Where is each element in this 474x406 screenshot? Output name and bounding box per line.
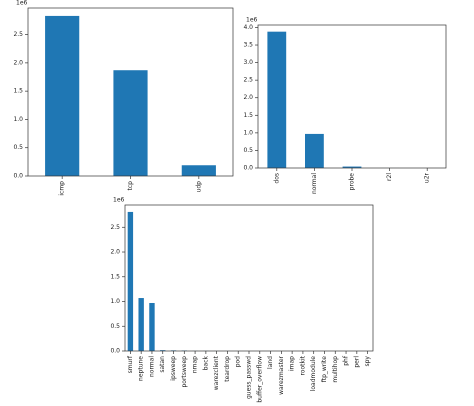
- x-tick-label: ftp_write: [321, 356, 328, 383]
- x-tick-label: u2r: [424, 172, 431, 183]
- bar: [149, 302, 155, 351]
- x-tick-label: r2l: [386, 173, 393, 181]
- y-tick-label: 2.0: [13, 59, 23, 66]
- y-tick-label: 2.5: [243, 77, 253, 84]
- x-tick-label: imap: [289, 356, 296, 371]
- x-tick-label: land: [267, 356, 274, 369]
- x-tick-label: icmp: [59, 181, 66, 196]
- x-tick-label: spy: [364, 356, 371, 367]
- y-tick-label: 1.0: [110, 298, 120, 305]
- x-tick-label: perl: [353, 356, 360, 368]
- x-tick-label: guess_passwd: [246, 356, 253, 399]
- y-tick-label: 3.5: [243, 42, 253, 49]
- x-tick-label: back: [202, 355, 209, 370]
- x-tick-label: multihop: [332, 356, 339, 383]
- y-tick-label: 1.5: [110, 273, 120, 280]
- x-tick-label: smurf: [127, 355, 134, 373]
- x-tick-label: normal: [148, 356, 155, 377]
- x-tick-label: warezmaster: [278, 355, 285, 394]
- offset-label: 1e6: [246, 17, 258, 24]
- bar: [160, 350, 166, 351]
- x-tick-label: loadmodule: [310, 356, 317, 392]
- y-tick-label: 2.0: [110, 249, 120, 256]
- y-tick-label: 2.5: [13, 31, 23, 38]
- x-tick-label: ipsweep: [170, 356, 177, 381]
- y-tick-label: 0.5: [243, 147, 253, 154]
- y-tick-label: 1.0: [13, 116, 23, 123]
- x-tick-label: satan: [159, 356, 166, 373]
- y-tick-label: 1.5: [13, 88, 23, 95]
- x-tick-label: buffer_overflow: [256, 356, 263, 403]
- bar: [305, 133, 324, 168]
- bar: [267, 31, 287, 169]
- bar: [181, 165, 216, 176]
- bar: [342, 166, 362, 168]
- x-tick-label: portsweep: [181, 356, 188, 388]
- x-tick-label: rootkit: [299, 355, 306, 375]
- y-tick-label: 0.0: [243, 165, 253, 172]
- x-tick-label: warezclient: [213, 355, 220, 390]
- offset-label: 1e6: [16, 0, 28, 7]
- axes-frame: [27, 7, 234, 177]
- x-tick-label: tcp: [127, 181, 134, 191]
- y-tick-label: 0.0: [13, 173, 23, 180]
- y-tick-label: 2.5: [110, 224, 120, 231]
- x-tick-label: normal: [311, 173, 318, 194]
- x-tick-label: dos: [273, 173, 280, 184]
- y-tick-label: 0.0: [110, 348, 120, 355]
- y-tick-label: 0.5: [110, 323, 120, 330]
- x-tick-label: pod: [235, 356, 242, 367]
- y-tick-label: 1.5: [243, 112, 253, 119]
- axes-frame: [257, 24, 447, 169]
- x-tick-label: teardrop: [224, 356, 231, 382]
- y-tick-label: 1.0: [243, 129, 253, 136]
- y-tick-label: 4.0: [243, 24, 253, 31]
- axes-frame: [124, 204, 374, 352]
- x-tick-label: neptune: [138, 356, 145, 381]
- offset-label: 1e6: [113, 197, 125, 204]
- y-tick-label: 2.0: [243, 94, 253, 101]
- x-tick-label: nmap: [192, 356, 199, 373]
- bar: [138, 298, 144, 351]
- bar: [113, 70, 148, 176]
- bar: [127, 211, 134, 351]
- x-tick-label: phf: [343, 355, 350, 366]
- x-tick-label: udp: [195, 181, 202, 193]
- y-tick-label: 3.0: [243, 59, 253, 66]
- x-tick-label: probe: [349, 173, 356, 191]
- y-tick-label: 0.5: [13, 144, 23, 151]
- bar: [45, 15, 80, 177]
